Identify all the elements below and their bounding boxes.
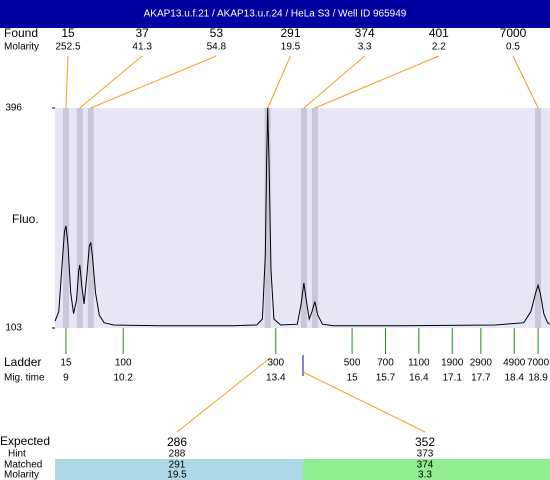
peak-band [87,108,94,328]
expected-connector [176,357,271,433]
found-value: 7000 [500,26,527,40]
mig-time: 10.2 [113,373,133,384]
peak-band [264,108,271,328]
peak-connector [267,55,291,109]
peak-band [76,108,83,328]
mig-time: 18.9 [528,373,548,384]
found-value: 291 [280,26,300,40]
molarity-value: 54.8 [207,42,227,53]
expected-connector [302,371,426,433]
mig-time: 9 [63,373,69,384]
y-label: Fluo. [12,212,39,226]
peak-connector [65,55,69,109]
mig-time: 13.4 [266,373,286,384]
found-value: 37 [135,26,149,40]
ladder-size: 1900 [441,358,464,369]
peak-connector [303,55,365,109]
molarity-value: 252.5 [55,42,80,53]
ladder-size: 500 [344,358,361,369]
mig-time: 17.1 [443,373,463,384]
matched-value: 291 [169,460,186,471]
peak-connector [90,55,217,109]
ladder-size: 100 [115,358,132,369]
title-bar [0,0,550,28]
mig-time: 16.4 [409,373,429,384]
found-value: 15 [61,26,75,40]
mig-time: 15 [347,373,359,384]
molarity-label: Molarity [4,42,39,53]
ladder-size: 15 [60,358,72,369]
ladder-size: 700 [377,358,394,369]
molarity-value: 3.3 [358,42,372,53]
ladder-size: 2900 [470,358,493,369]
found-value: 374 [355,26,375,40]
matched-value: 374 [417,460,434,471]
found-value: 53 [210,26,224,40]
molarity-value: 3.3 [418,470,432,480]
peak-connector [79,55,143,109]
hint-value: 373 [417,449,434,460]
found-label: Found [4,26,38,40]
mig-time-label: Mig. time [4,373,45,384]
peak-connector [512,55,539,109]
molarity-value: 2.2 [432,42,446,53]
peak-band [535,108,542,328]
peak-connector [314,55,440,109]
peak-band [311,108,318,328]
hint-value: 288 [169,449,186,460]
mig-time: 15.7 [376,373,396,384]
title: AKAP13.u.f.21 / AKAP13.u.r.24 / HeLa S3 … [144,9,407,20]
peak-band [300,108,307,328]
molarity-label: Molarity [4,470,39,480]
molarity-value: 19.5 [281,42,301,53]
ladder-size: 300 [267,358,284,369]
mig-time: 17.7 [471,373,491,384]
expected-label: Expected [0,434,50,448]
molarity-value: 19.5 [167,470,187,480]
molarity-value: 0.5 [506,42,520,53]
y-tick-label: 396 [5,103,22,114]
ladder-size: 7000 [527,358,550,369]
molarity-value: 41.3 [132,42,152,53]
peak-band [62,108,69,328]
y-tick-label: 103 [5,323,22,334]
matched-bg [55,459,303,480]
ladder-label: Ladder [4,355,41,369]
matched-bg [303,459,550,480]
trace [54,107,550,327]
hint-label: Hint [8,449,26,460]
ladder-size: 1100 [408,358,430,369]
ladder-size: 4900 [503,358,526,369]
matched-label: Matched [4,460,42,471]
found-value: 401 [429,26,449,40]
mig-time: 18.4 [504,373,524,384]
expected-value: 352 [415,435,435,449]
expected-value: 286 [167,435,187,449]
